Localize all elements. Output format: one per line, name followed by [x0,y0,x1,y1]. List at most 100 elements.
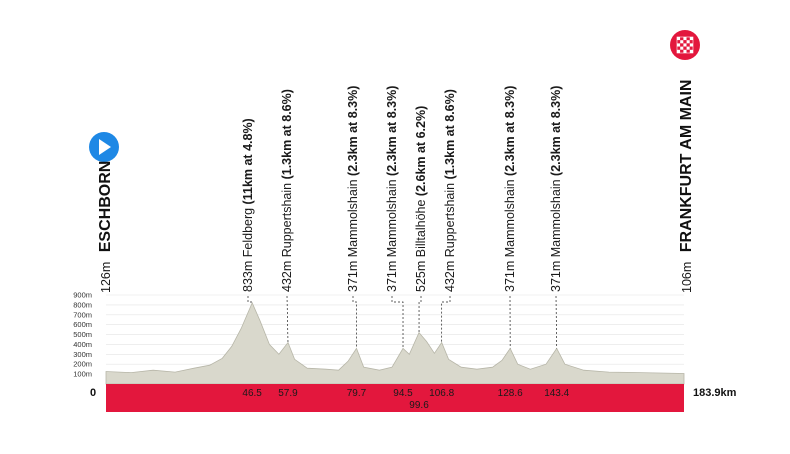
y-tick-label: 300m [73,350,92,359]
climb-name: Feldberg [241,204,255,257]
climb-name: Mammolshain [549,176,563,257]
checker-square [677,49,681,53]
climb-km-label: 128.6 [498,388,523,399]
checker-square [683,49,687,53]
y-tick-label: 900m [73,291,92,300]
climb-name: Mammolshain [503,176,517,257]
checker-square [689,37,693,41]
climb-detail: (1.3km at 8.6%) [443,89,457,179]
climb-altitude: 525m [414,257,428,292]
climb-name: Billtalhöhe [414,196,428,257]
checker-square [689,43,693,47]
climb-altitude: 371m [549,257,563,292]
checker-square [680,40,684,44]
climb-marker-line [418,296,422,333]
climb-detail: (2.3km at 8.3%) [385,86,399,176]
climb-name: Mammolshain [346,176,360,257]
y-tick-label: 700m [73,310,92,319]
climb-km-label: 94.5 [393,388,413,399]
checker-square [683,37,687,41]
checker-square [689,49,693,53]
start-label: 126m ESCHBORN [97,161,114,293]
finish-marker: 106m FRANKFURT AM MAIN [670,30,700,293]
climb-detail: (11km at 4.8%) [241,118,255,204]
checker-square [686,46,690,50]
play-arrow-icon [99,139,111,155]
climb-marker-line [391,296,404,349]
climb-labels: 833m Feldberg (11km at 4.8%) 432m Ruppert… [241,86,563,292]
checker-square [689,46,693,50]
climb-marker-line [247,296,253,303]
climb-detail: (2.6km at 6.2%) [414,106,428,196]
climb-km-label: 57.9 [278,388,298,399]
climb-altitude: 371m [346,257,360,292]
checker-square [686,40,690,44]
climb-km-label: 79.7 [347,388,367,399]
y-tick-label: 800m [73,300,92,309]
checker-square [686,49,690,53]
finish-town-name: FRANKFURT AM MAIN [678,80,695,253]
checker-square [680,43,684,47]
climb-marker-line [286,295,289,343]
climb-km-label: 99.6 [409,400,429,411]
climb-label: 833m Feldberg (11km at 4.8%) [241,118,255,292]
climb-label: 432m Ruppertshain (1.3km at 8.6%) [280,89,294,292]
climb-marker-line [352,296,357,349]
checker-square [680,37,684,41]
y-tick-label: 100m [73,370,92,379]
checker-square [677,46,681,50]
climb-detail: (2.3km at 8.3%) [346,86,360,176]
finish-altitude: 106m [680,262,694,293]
y-tick-label: 600m [73,320,92,329]
climb-label: 371m Mammolshain (2.3km at 8.3%) [503,86,517,292]
climb-altitude: 432m [443,257,457,292]
checker-square [686,43,690,47]
climb-altitude: 833m [241,257,255,292]
y-gridlines [106,294,684,375]
checker-square [680,49,684,53]
climb-km-label: 46.5 [242,388,262,399]
climb-label: 371m Mammolshain (2.3km at 8.3%) [346,86,360,292]
y-tick-label: 400m [73,340,92,349]
start-altitude: 126m [99,262,113,293]
climb-marker-line [441,296,451,343]
checker-square [677,37,681,41]
climb-altitude: 432m [280,257,294,292]
x-start-label: 0 [90,387,96,399]
start-marker: 126m ESCHBORN [89,132,119,293]
checker-border [676,36,694,54]
climb-altitude: 371m [503,257,517,292]
checker-square [683,46,687,50]
climb-marker-lines [247,295,558,349]
climb-detail: (2.3km at 8.3%) [549,86,563,176]
climb-km-label: 106.8 [429,388,454,399]
checker-square [677,43,681,47]
climb-km-label: 143.4 [544,388,569,399]
climb-marker-line [555,295,558,349]
start-town-name: ESCHBORN [97,161,114,253]
climb-label: 371m Mammolshain (2.3km at 8.3%) [549,86,563,292]
climb-name: Mammolshain [385,176,399,257]
elevation-profile-area [105,301,685,385]
climb-label: 432m Ruppertshain (1.3km at 8.6%) [443,89,457,292]
y-tick-label: 500m [73,330,92,339]
checker-square [689,40,693,44]
x-end-label: 183.9km [693,387,737,399]
climb-detail: (1.3km at 8.6%) [280,89,294,179]
climb-name: Ruppertshain [443,179,457,257]
checker-square [686,37,690,41]
climb-label: 525m Billtalhöhe (2.6km at 6.2%) [414,106,428,292]
climb-name: Ruppertshain [280,179,294,257]
checker-square [683,43,687,47]
distance-band [106,384,684,412]
checker-square [677,40,681,44]
climb-label: 371m Mammolshain (2.3km at 8.3%) [385,86,399,292]
checker-square [680,46,684,50]
y-tick-label: 200m [73,360,92,369]
climb-detail: (2.3km at 8.3%) [503,86,517,176]
checkered-flag-icon [676,36,694,54]
